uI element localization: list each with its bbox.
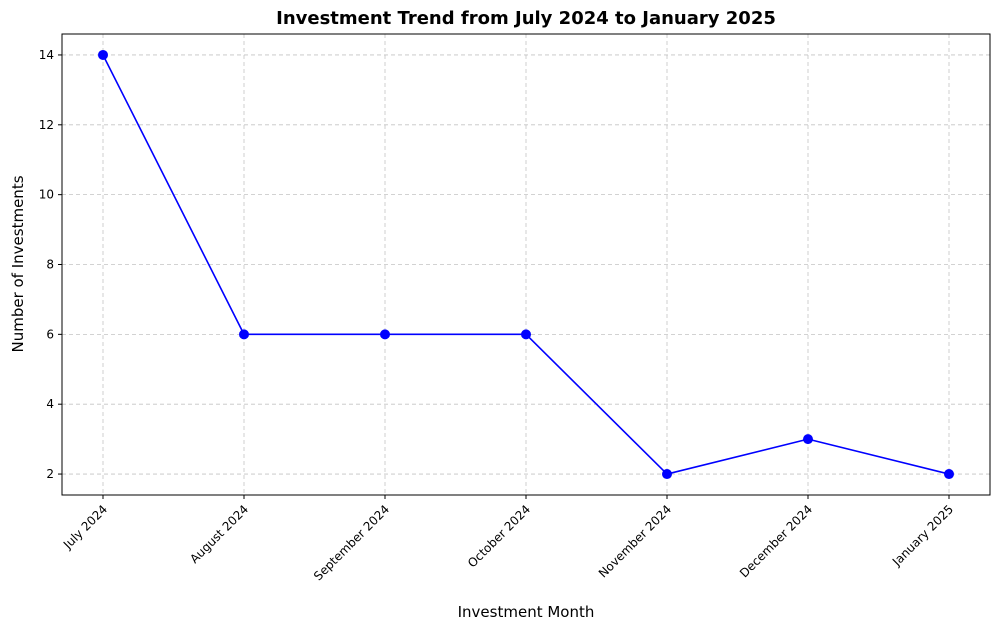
data-point — [662, 469, 672, 480]
data-point — [521, 329, 531, 340]
x-tick-label: September 2024 — [311, 502, 392, 583]
data-point — [98, 49, 108, 60]
y-tick-label: 8 — [46, 258, 54, 272]
grid-layer — [62, 34, 990, 495]
y-tick-label: 2 — [46, 467, 54, 481]
series-layer — [98, 49, 954, 480]
data-point — [803, 434, 813, 445]
data-point — [239, 329, 249, 340]
y-axis-ticks: 2 4 6 8 10 12 14 — [39, 48, 62, 481]
x-tick-label: August 2024 — [187, 502, 251, 566]
x-tick-label: July 2024 — [60, 502, 110, 552]
y-tick-label: 10 — [39, 188, 54, 202]
data-point — [944, 469, 954, 480]
y-tick-label: 6 — [46, 327, 54, 341]
y-tick-label: 14 — [39, 48, 54, 62]
x-tick-label: January 2025 — [889, 502, 956, 569]
x-tick-label: November 2024 — [596, 502, 674, 580]
x-axis-label: Investment Month — [458, 603, 595, 621]
y-tick-label: 12 — [39, 118, 54, 132]
y-axis-label: Number of Investments — [9, 175, 27, 352]
x-tick-label: October 2024 — [465, 502, 533, 570]
y-tick-label: 4 — [46, 397, 54, 411]
chart-title: Investment Trend from July 2024 to Janua… — [276, 8, 776, 29]
data-point — [380, 329, 390, 340]
x-axis-ticks: July 2024 August 2024 September 2024 Octobe… — [60, 495, 956, 583]
x-tick-label: December 2024 — [737, 502, 815, 580]
